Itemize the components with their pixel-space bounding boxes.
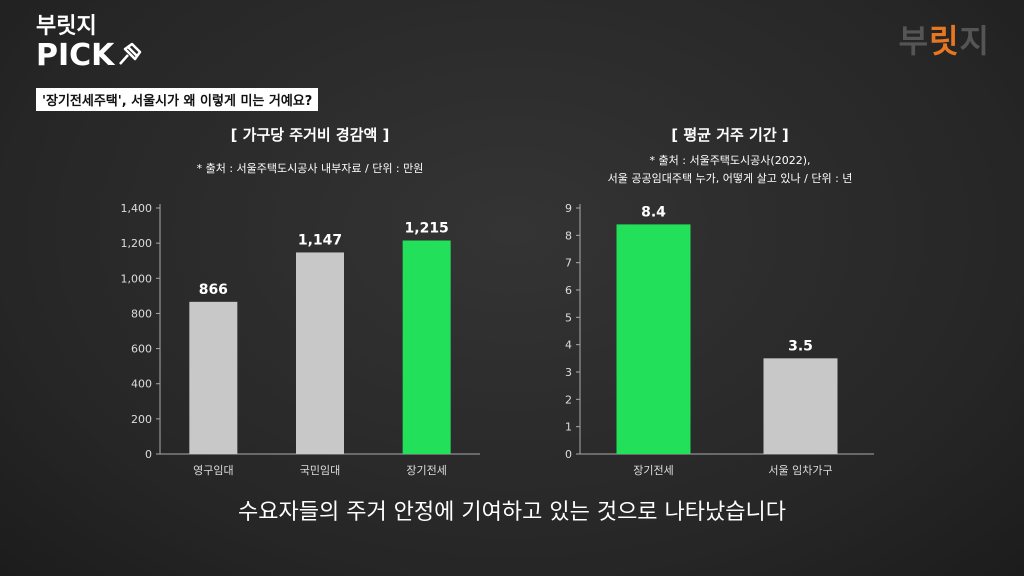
episode-subtitle: '장기전세주택', 서울시가 왜 이렇게 미는 거예요? xyxy=(36,88,319,111)
y-tick-label: 1,400 xyxy=(121,202,153,215)
channel-logo: 부릿지 xyxy=(898,22,990,60)
chart1-title: [ 가구당 주거비 경감액 ] xyxy=(230,126,390,144)
data-label: 1,215 xyxy=(405,221,449,237)
chart2-title: [ 평균 거주 기간 ] xyxy=(671,126,789,144)
chart2-source: * 출처 : 서울주택도시공사(2022), 서울 공공임대주택 누가, 어떻게… xyxy=(607,154,853,185)
y-tick-label: 1 xyxy=(565,421,572,434)
y-tick-label: 4 xyxy=(565,339,572,352)
y-tick-label: 400 xyxy=(131,378,152,391)
y-tick-label: 9 xyxy=(565,202,572,215)
y-tick-label: 6 xyxy=(565,284,572,297)
y-tick-label: 600 xyxy=(131,343,152,356)
bar-서울 임차가구 xyxy=(763,358,838,454)
y-tick-label: 3 xyxy=(565,366,572,379)
data-label: 8.4 xyxy=(641,204,666,220)
brand-line2: PICK xyxy=(36,38,115,73)
y-tick-label: 5 xyxy=(565,311,572,324)
bar-국민임대 xyxy=(296,252,344,454)
y-tick-label: 2 xyxy=(565,393,572,406)
bar-장기전세 xyxy=(616,224,691,454)
chart1-plot: 0 200 400 600 800 1,000 1,200 1,400 866 영구임대 1,147… xyxy=(121,202,480,477)
chart1-source: * 출처 : 서울주택도시공사 내부자료 / 단위 : 만원 xyxy=(196,162,424,175)
bar-영구임대 xyxy=(189,301,238,454)
x-tick-label: 국민임대 xyxy=(300,464,340,477)
data-label: 866 xyxy=(199,282,228,298)
chart2-plot: 0 1 2 3 4 5 6 7 8 9 8.4 장기전세 3.5 서울 임차가구 xyxy=(565,202,874,477)
data-label: 1,147 xyxy=(298,232,342,248)
x-tick-label: 장기전세 xyxy=(406,464,446,477)
y-tick-label: 0 xyxy=(565,448,572,461)
brand-title: 부릿지 PICK xyxy=(36,16,146,72)
x-tick-label: 서울 임차가구 xyxy=(768,464,832,477)
bar-장기전세 xyxy=(402,240,451,454)
caption-subtitle: 수요자들의 주거 안정에 기여하고 있는 것으로 나타났습니다 xyxy=(238,500,786,525)
y-tick-label: 1,200 xyxy=(121,237,153,250)
y-tick-label: 1,000 xyxy=(121,272,153,285)
y-tick-label: 8 xyxy=(565,229,572,242)
brand-line1: 부릿지 xyxy=(36,14,97,39)
y-tick-label: 0 xyxy=(145,448,152,461)
x-tick-label: 장기전세 xyxy=(633,464,673,477)
y-tick-label: 200 xyxy=(131,413,152,426)
x-tick-label: 영구임대 xyxy=(193,464,233,477)
y-tick-label: 7 xyxy=(565,257,572,270)
y-tick-label: 800 xyxy=(131,307,152,320)
data-label: 3.5 xyxy=(788,338,813,354)
pin-icon xyxy=(116,40,146,72)
